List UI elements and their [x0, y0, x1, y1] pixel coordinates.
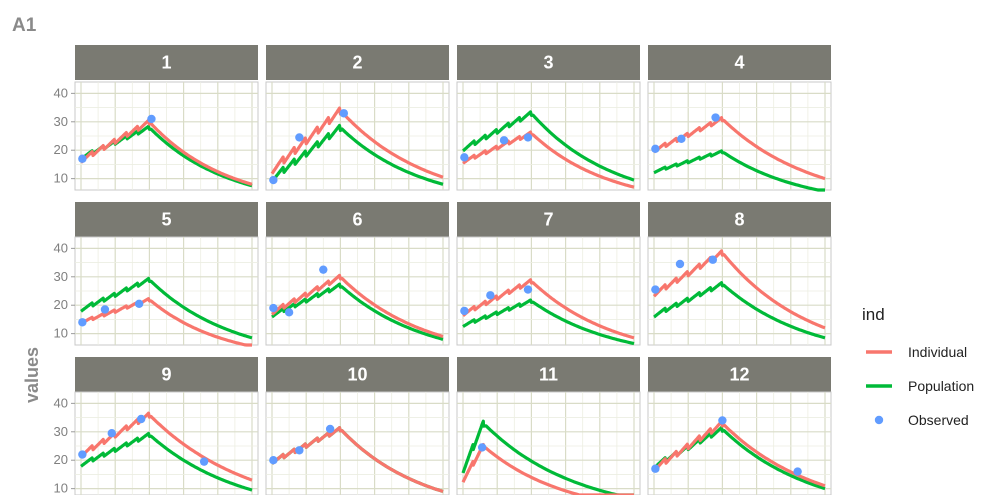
observed-point	[284, 308, 294, 317]
population-line	[653, 281, 826, 340]
observed-point	[486, 291, 495, 300]
y-tick-label: 20	[54, 452, 68, 467]
individual-line	[271, 426, 444, 494]
population-line	[462, 298, 635, 346]
facet-strip	[648, 45, 831, 80]
observed-point	[523, 133, 533, 142]
observed-point	[100, 305, 110, 314]
observed-point	[651, 464, 660, 473]
y-tick-label: 30	[54, 269, 68, 284]
observed-point	[499, 136, 509, 145]
legend-label-population: Population	[908, 378, 974, 394]
observed-point	[651, 285, 660, 294]
facet-strip	[648, 357, 831, 392]
population-line	[271, 282, 444, 341]
population-line	[80, 431, 253, 492]
observed-point	[295, 446, 304, 455]
population-line	[270, 123, 444, 186]
legend-label-individual: Individual	[908, 344, 967, 360]
plot-tag: A1	[12, 15, 37, 36]
facet-strip-label: 12	[729, 365, 749, 385]
observed-point	[651, 144, 660, 153]
observed-point	[523, 285, 533, 294]
facet-strip-label: 1	[161, 53, 171, 73]
facet-strip	[648, 202, 831, 237]
individual-line	[79, 118, 253, 186]
observed-point	[295, 133, 304, 142]
legend-title: ind	[862, 305, 885, 324]
facet-strip-label: 3	[543, 53, 553, 73]
observed-point	[78, 450, 87, 459]
legend-label-observed: Observed	[908, 412, 969, 428]
y-tick-label: 20	[54, 142, 68, 157]
y-tick-label: 30	[54, 424, 68, 439]
y-tick-label: 40	[54, 395, 68, 410]
y-tick-label: 10	[54, 171, 68, 186]
y-tick-label: 10	[54, 326, 68, 341]
individual-line	[653, 116, 826, 181]
facet-strip-label: 8	[734, 210, 744, 230]
facet-strip-label: 10	[347, 365, 367, 385]
observed-point	[711, 113, 720, 122]
facet-strip-label: 2	[352, 53, 362, 73]
observed-point	[339, 109, 349, 118]
facet-strip	[457, 357, 640, 392]
y-axis-title: values	[22, 347, 42, 403]
facet-strip-label: 5	[161, 210, 171, 230]
individual-line	[652, 419, 826, 488]
observed-point	[147, 114, 156, 124]
facet-strip-label: 9	[161, 365, 171, 385]
observed-point	[78, 318, 87, 327]
observed-point	[460, 153, 469, 162]
y-tick-label: 10	[54, 481, 68, 495]
individual-line	[462, 130, 635, 189]
y-tick-label: 20	[54, 297, 68, 312]
observed-point	[269, 303, 278, 313]
observed-point	[136, 414, 146, 424]
observed-point	[675, 259, 685, 269]
observed-point	[319, 265, 328, 274]
observed-point	[269, 456, 278, 465]
facet-strip	[457, 202, 640, 237]
facet-strip	[75, 202, 258, 237]
observed-point	[460, 306, 469, 316]
facet-strip	[266, 202, 449, 237]
y-tick-label: 40	[54, 85, 68, 100]
population-line	[80, 276, 253, 340]
observed-point	[107, 429, 116, 438]
observed-point	[677, 134, 686, 144]
observed-point	[708, 255, 718, 264]
y-tick-label: 30	[54, 114, 68, 129]
legend-key-observed	[874, 415, 884, 425]
observed-point	[269, 175, 278, 185]
observed-point	[78, 154, 87, 163]
facet-strip	[457, 45, 640, 80]
observed-point	[793, 467, 802, 476]
population-line	[462, 110, 635, 182]
facet-strip	[75, 357, 258, 392]
population-line	[653, 149, 825, 192]
observed-point	[718, 416, 727, 425]
individual-line	[270, 106, 444, 179]
observed-point	[134, 299, 144, 308]
individual-line	[462, 278, 635, 340]
facet-strip-label: 4	[734, 53, 744, 73]
observed-point	[325, 424, 335, 434]
facet-strip	[266, 357, 449, 392]
y-tick-label: 40	[54, 240, 68, 255]
observed-point	[199, 457, 209, 466]
individual-line	[271, 273, 444, 339]
facet-strip	[266, 45, 449, 80]
facet-strip-label: 11	[539, 365, 558, 385]
observed-point	[477, 443, 487, 452]
facet-strip-label: 6	[352, 210, 362, 230]
facet-strip	[75, 45, 258, 80]
population-line	[461, 419, 634, 495]
facet-strip-label: 7	[543, 210, 553, 230]
